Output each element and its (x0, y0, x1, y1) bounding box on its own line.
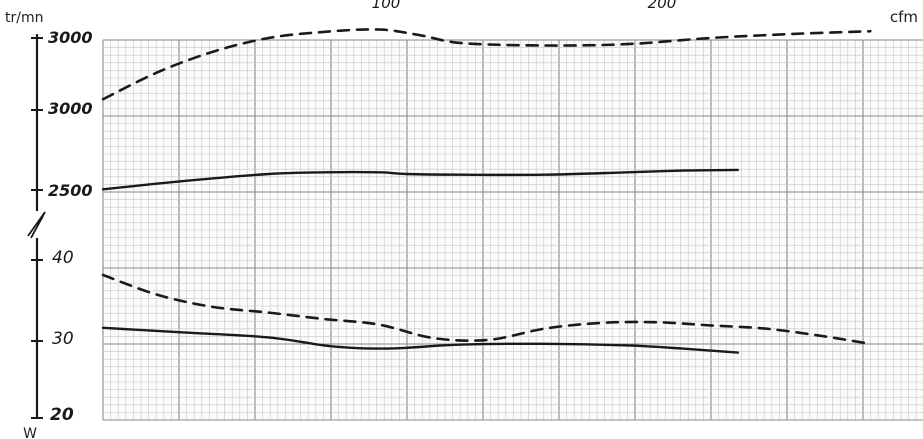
y-tick-label: 20 (50, 405, 74, 425)
y-tick-label: 30 (52, 329, 74, 349)
y-tick-label: 3000 (48, 99, 93, 118)
x-unit-label: cfm (890, 8, 918, 26)
series-line-power-solid (101, 326, 739, 354)
y-unit-top-label: tr/mn (5, 10, 43, 26)
x-tick-label: 100 (372, 0, 401, 12)
chart-grid (102, 39, 923, 421)
y-tick-label: 2500 (48, 181, 93, 200)
y-tick-label: 3000 (48, 28, 93, 47)
left-axis (27, 34, 46, 419)
y-unit-bottom-label: W (23, 426, 37, 439)
series-layer (101, 28, 872, 354)
series-line-power-dashed (101, 273, 872, 346)
series-line-speed-dashed (101, 28, 872, 101)
axis-break-mark (27, 211, 46, 239)
series-line-speed-solid (101, 168, 739, 191)
x-tick-label: 200 (648, 0, 677, 12)
y-tick-label: 40 (52, 248, 74, 268)
